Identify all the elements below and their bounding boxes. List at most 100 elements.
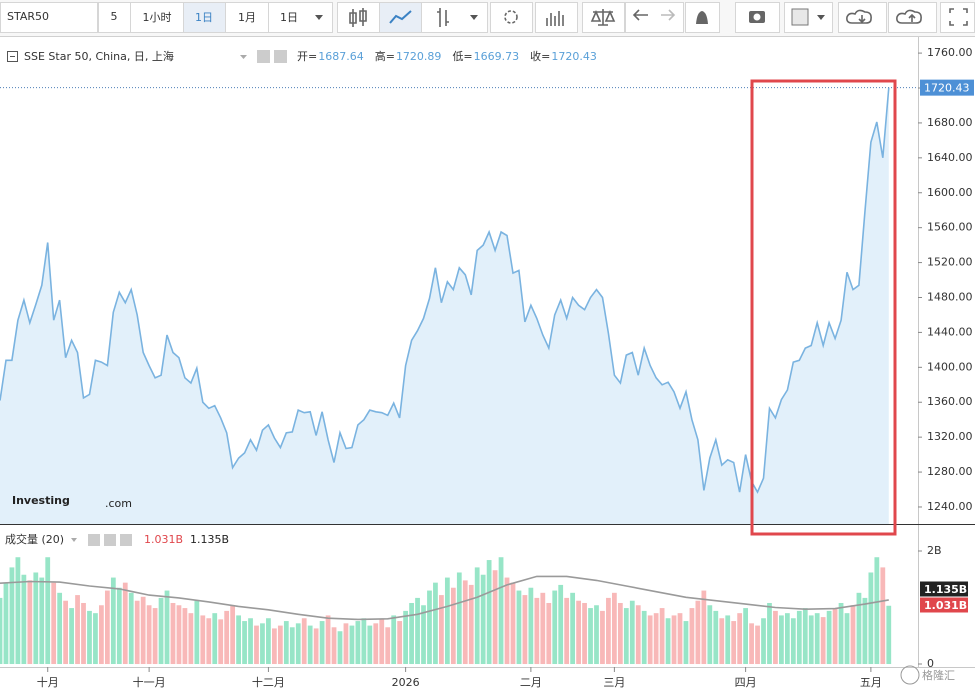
dropdown-arrow [817, 15, 825, 20]
volume-bar [820, 617, 826, 665]
volume-bar [319, 621, 325, 665]
interval-label: 1小时 [143, 11, 172, 24]
interval-button[interactable] [225, 2, 269, 33]
legend-icon[interactable] [274, 50, 287, 63]
quantity-input[interactable] [98, 2, 131, 33]
collapse-icon[interactable] [7, 51, 18, 62]
volume-bar [331, 627, 337, 665]
volume-bar [164, 590, 170, 665]
volume-bar [146, 605, 152, 665]
volume-bar [671, 615, 677, 665]
volume-bar [212, 613, 218, 665]
volume-bar [242, 621, 247, 665]
compare-button[interactable] [582, 2, 625, 33]
legend-icon[interactable] [257, 50, 270, 63]
volume-bar [850, 605, 856, 665]
volume-bar [522, 595, 528, 665]
y-tick-label: 0 [927, 657, 934, 670]
alert-icon [696, 11, 708, 24]
volume-bar [325, 615, 331, 665]
legend-icon[interactable] [104, 534, 116, 546]
plot: 1240.00 1280.00 1320.00 1360.00 1400.00 1440.… [0, 37, 975, 689]
symbol-input[interactable] [0, 2, 98, 33]
volume-bar [558, 584, 564, 665]
volume-bar [301, 618, 307, 665]
range-button[interactable] [268, 2, 333, 33]
x-tick-label: 二月 [520, 676, 542, 689]
y-tick-label: 1640.00 [927, 151, 973, 164]
settings-icon [504, 10, 518, 24]
volume-bar [647, 615, 653, 665]
bars-button[interactable] [421, 2, 488, 33]
volume-bar [737, 613, 743, 665]
volume-bar [15, 557, 21, 665]
indicators-button[interactable] [535, 2, 578, 33]
interval-button-active[interactable] [183, 2, 226, 33]
interval-button[interactable] [130, 2, 184, 33]
fullscreen-icon [949, 8, 968, 26]
dropdown-arrow [240, 55, 247, 59]
volume-bar [701, 590, 707, 665]
fullscreen-button[interactable] [940, 2, 975, 33]
volume-bar [868, 572, 874, 665]
volume-bar [391, 615, 397, 665]
undo-redo[interactable] [625, 2, 684, 33]
last-price-box [920, 79, 974, 96]
volume-bar [600, 610, 605, 665]
volume-bar [57, 592, 63, 665]
volume-bar [659, 608, 665, 665]
redo-icon [661, 9, 676, 21]
legend-icon[interactable] [120, 534, 132, 546]
volume-bar [421, 605, 426, 665]
ohlc-label: 低= [452, 50, 472, 63]
legend-icon[interactable] [88, 534, 100, 546]
volume-bar [743, 608, 748, 665]
volume-bar [39, 577, 45, 665]
y-tick-label: 1240.00 [927, 500, 973, 513]
volume-bar [313, 628, 319, 665]
volume-bar [385, 627, 391, 665]
volume-bar [307, 625, 313, 665]
volume-title: 成交量 (20) [5, 532, 64, 546]
volume-bar [761, 618, 766, 665]
y-tick-label: 1400.00 [927, 360, 973, 373]
volume-bar [796, 610, 802, 665]
volume-bar [104, 590, 110, 665]
volume-bar [629, 600, 635, 665]
volume-bar [832, 608, 838, 665]
volume-bar [570, 592, 576, 665]
volume-bar [349, 625, 355, 665]
ohlc-label: 开= [297, 50, 317, 63]
volume-bar [617, 602, 623, 665]
volume-bar [206, 618, 212, 665]
volume-bar [612, 592, 617, 665]
volume-value-box [920, 581, 968, 597]
interval-label: 1月 [238, 11, 256, 24]
cloud-download-icon [846, 9, 872, 24]
candle-button[interactable] [337, 2, 380, 33]
y-tick-label: 1600.00 [927, 186, 973, 199]
volume-value-label: 1.135B [924, 583, 967, 596]
volume-bar [373, 623, 379, 665]
y-tick-label: 2B [927, 544, 942, 557]
volume-bar [188, 613, 194, 665]
volume-bar [462, 580, 468, 665]
volume-legend-value: 1.031B [144, 533, 183, 546]
volume-ma-line [0, 575, 889, 621]
volume-bar [254, 625, 259, 665]
volume-legend-value: 1.135B [190, 533, 229, 546]
color-swatch [791, 8, 809, 26]
compare-icon [590, 9, 616, 26]
volume-bar [504, 577, 510, 665]
volume-bar [194, 600, 200, 665]
settings-button[interactable] [490, 2, 533, 33]
volume-bar [355, 621, 361, 665]
volume-bar [21, 574, 27, 665]
volume-bar [415, 597, 420, 665]
volume-bar [427, 590, 432, 665]
volume-bar [69, 608, 74, 665]
volume-bar [826, 610, 832, 665]
volume-bar [731, 621, 737, 665]
x-tick-label: 十一月 [133, 675, 166, 689]
volume-bar [880, 567, 886, 665]
